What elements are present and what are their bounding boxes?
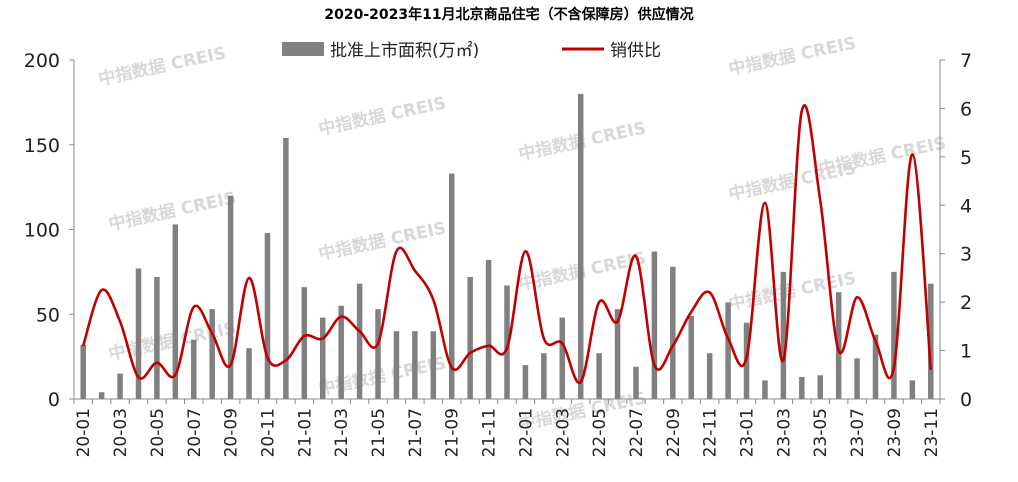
left-tick-label: 100 (24, 220, 60, 242)
right-tick-label: 0 (960, 389, 972, 411)
bar (799, 376, 805, 399)
right-tick-label: 1 (960, 341, 972, 363)
legend-bar-swatch (282, 42, 324, 56)
bar (891, 271, 897, 399)
left-tick-label: 0 (48, 389, 60, 411)
bar (688, 315, 695, 399)
x-tick-label: 23-09 (885, 408, 905, 457)
bar-series (80, 93, 934, 400)
x-tick-label: 23-07 (848, 408, 868, 457)
bar (577, 93, 584, 400)
legend: 批准上市面积(万㎡) 销供比 (282, 41, 661, 61)
x-tick-label: 21-07 (406, 408, 426, 457)
bar (522, 365, 529, 399)
bar (209, 309, 215, 399)
chart-title: 2020-2023年11月北京商品住宅（不含保障房）供应情况 (324, 6, 693, 23)
x-tick-label: 21-03 (332, 408, 352, 457)
x-tick-label: 20-05 (148, 408, 168, 457)
x-tick-label: 21-11 (480, 408, 500, 457)
bar (559, 317, 566, 399)
bar (283, 137, 289, 399)
bar (264, 232, 271, 399)
bar (338, 305, 344, 399)
line-series (81, 104, 933, 384)
bar (541, 353, 547, 399)
bar (117, 373, 123, 399)
bar (780, 271, 787, 399)
bar (430, 331, 437, 399)
right-tick-label: 2 (960, 292, 972, 314)
watermark-text: 中指数据 CREIS (317, 92, 448, 140)
x-tick-label: 20-07 (185, 408, 205, 457)
bar (614, 309, 621, 399)
bar (651, 251, 658, 399)
watermark-text: 中指数据 CREIS (97, 42, 228, 90)
left-tick-label: 50 (36, 304, 60, 326)
x-tick-label: 23-05 (811, 408, 831, 457)
bar (375, 309, 381, 399)
x-tick-label: 23-11 (922, 408, 942, 457)
bar (485, 260, 492, 399)
bar (596, 353, 602, 399)
right-tick-label: 3 (960, 244, 972, 266)
x-tick-label: 23-03 (774, 408, 794, 457)
bar (706, 353, 713, 399)
right-tick-label: 6 (960, 98, 972, 120)
x-tick-label: 20-01 (74, 408, 94, 457)
bar (356, 283, 363, 399)
x-tick-label: 21-09 (443, 408, 463, 457)
bar (98, 392, 105, 399)
watermark-text: 中指数据 CREIS (817, 132, 948, 180)
watermark-text: 中指数据 CREIS (107, 187, 238, 235)
x-tick-label: 20-03 (111, 408, 131, 457)
bar (817, 375, 823, 399)
bar (246, 348, 252, 399)
x-tick-label: 22-09 (664, 408, 684, 457)
bar (467, 276, 473, 399)
bar (762, 380, 768, 399)
bar (412, 331, 418, 399)
legend-line-label: 销供比 (610, 41, 661, 61)
bar (909, 380, 916, 399)
watermarks: 中指数据 CREIS 中指数据 CREIS 中指数据 CREIS 中指数据 CREIS… (97, 32, 948, 435)
x-tick-label: 23-01 (738, 408, 758, 457)
x-tick-label: 21-05 (369, 408, 389, 457)
bar (872, 334, 879, 399)
axes: 0 50 100 150 200 0 1 2 3 4 5 6 7 20-01 20-03 20-05 20-07… (24, 50, 972, 457)
bar (191, 339, 197, 399)
right-tick-label: 4 (960, 195, 972, 217)
bar (227, 195, 234, 399)
bar (854, 358, 860, 399)
bar (448, 173, 455, 399)
x-tick-label: 22-11 (701, 408, 721, 457)
bar (928, 283, 934, 399)
bar (393, 331, 400, 399)
bar (80, 344, 86, 399)
x-tick-label: 22-01 (516, 408, 536, 457)
bar (172, 224, 179, 399)
bar (319, 317, 326, 399)
bar (135, 268, 142, 399)
left-tick-label: 200 (24, 50, 60, 72)
watermark-text: 中指数据 CREIS (317, 352, 448, 400)
bar (670, 266, 676, 399)
left-tick-label: 150 (24, 135, 60, 157)
bar (633, 366, 639, 399)
x-tick-label: 22-05 (590, 408, 610, 457)
x-tick-label: 20-09 (222, 408, 242, 457)
x-tick-label: 22-07 (627, 408, 647, 457)
bar (504, 285, 510, 399)
x-tick-label: 22-03 (553, 408, 573, 457)
x-tick-label: 20-11 (258, 408, 278, 457)
x-tick-label: 21-01 (295, 408, 315, 457)
watermark-text: 中指数据 CREIS (317, 217, 448, 265)
legend-bar-label: 批准上市面积(万㎡) (330, 41, 479, 61)
bar (154, 276, 160, 399)
bar (725, 302, 731, 399)
right-tick-label: 5 (960, 147, 972, 169)
bar (301, 287, 308, 399)
right-tick-label: 7 (960, 50, 972, 72)
watermark-text: 中指数据 CREIS (727, 32, 858, 80)
